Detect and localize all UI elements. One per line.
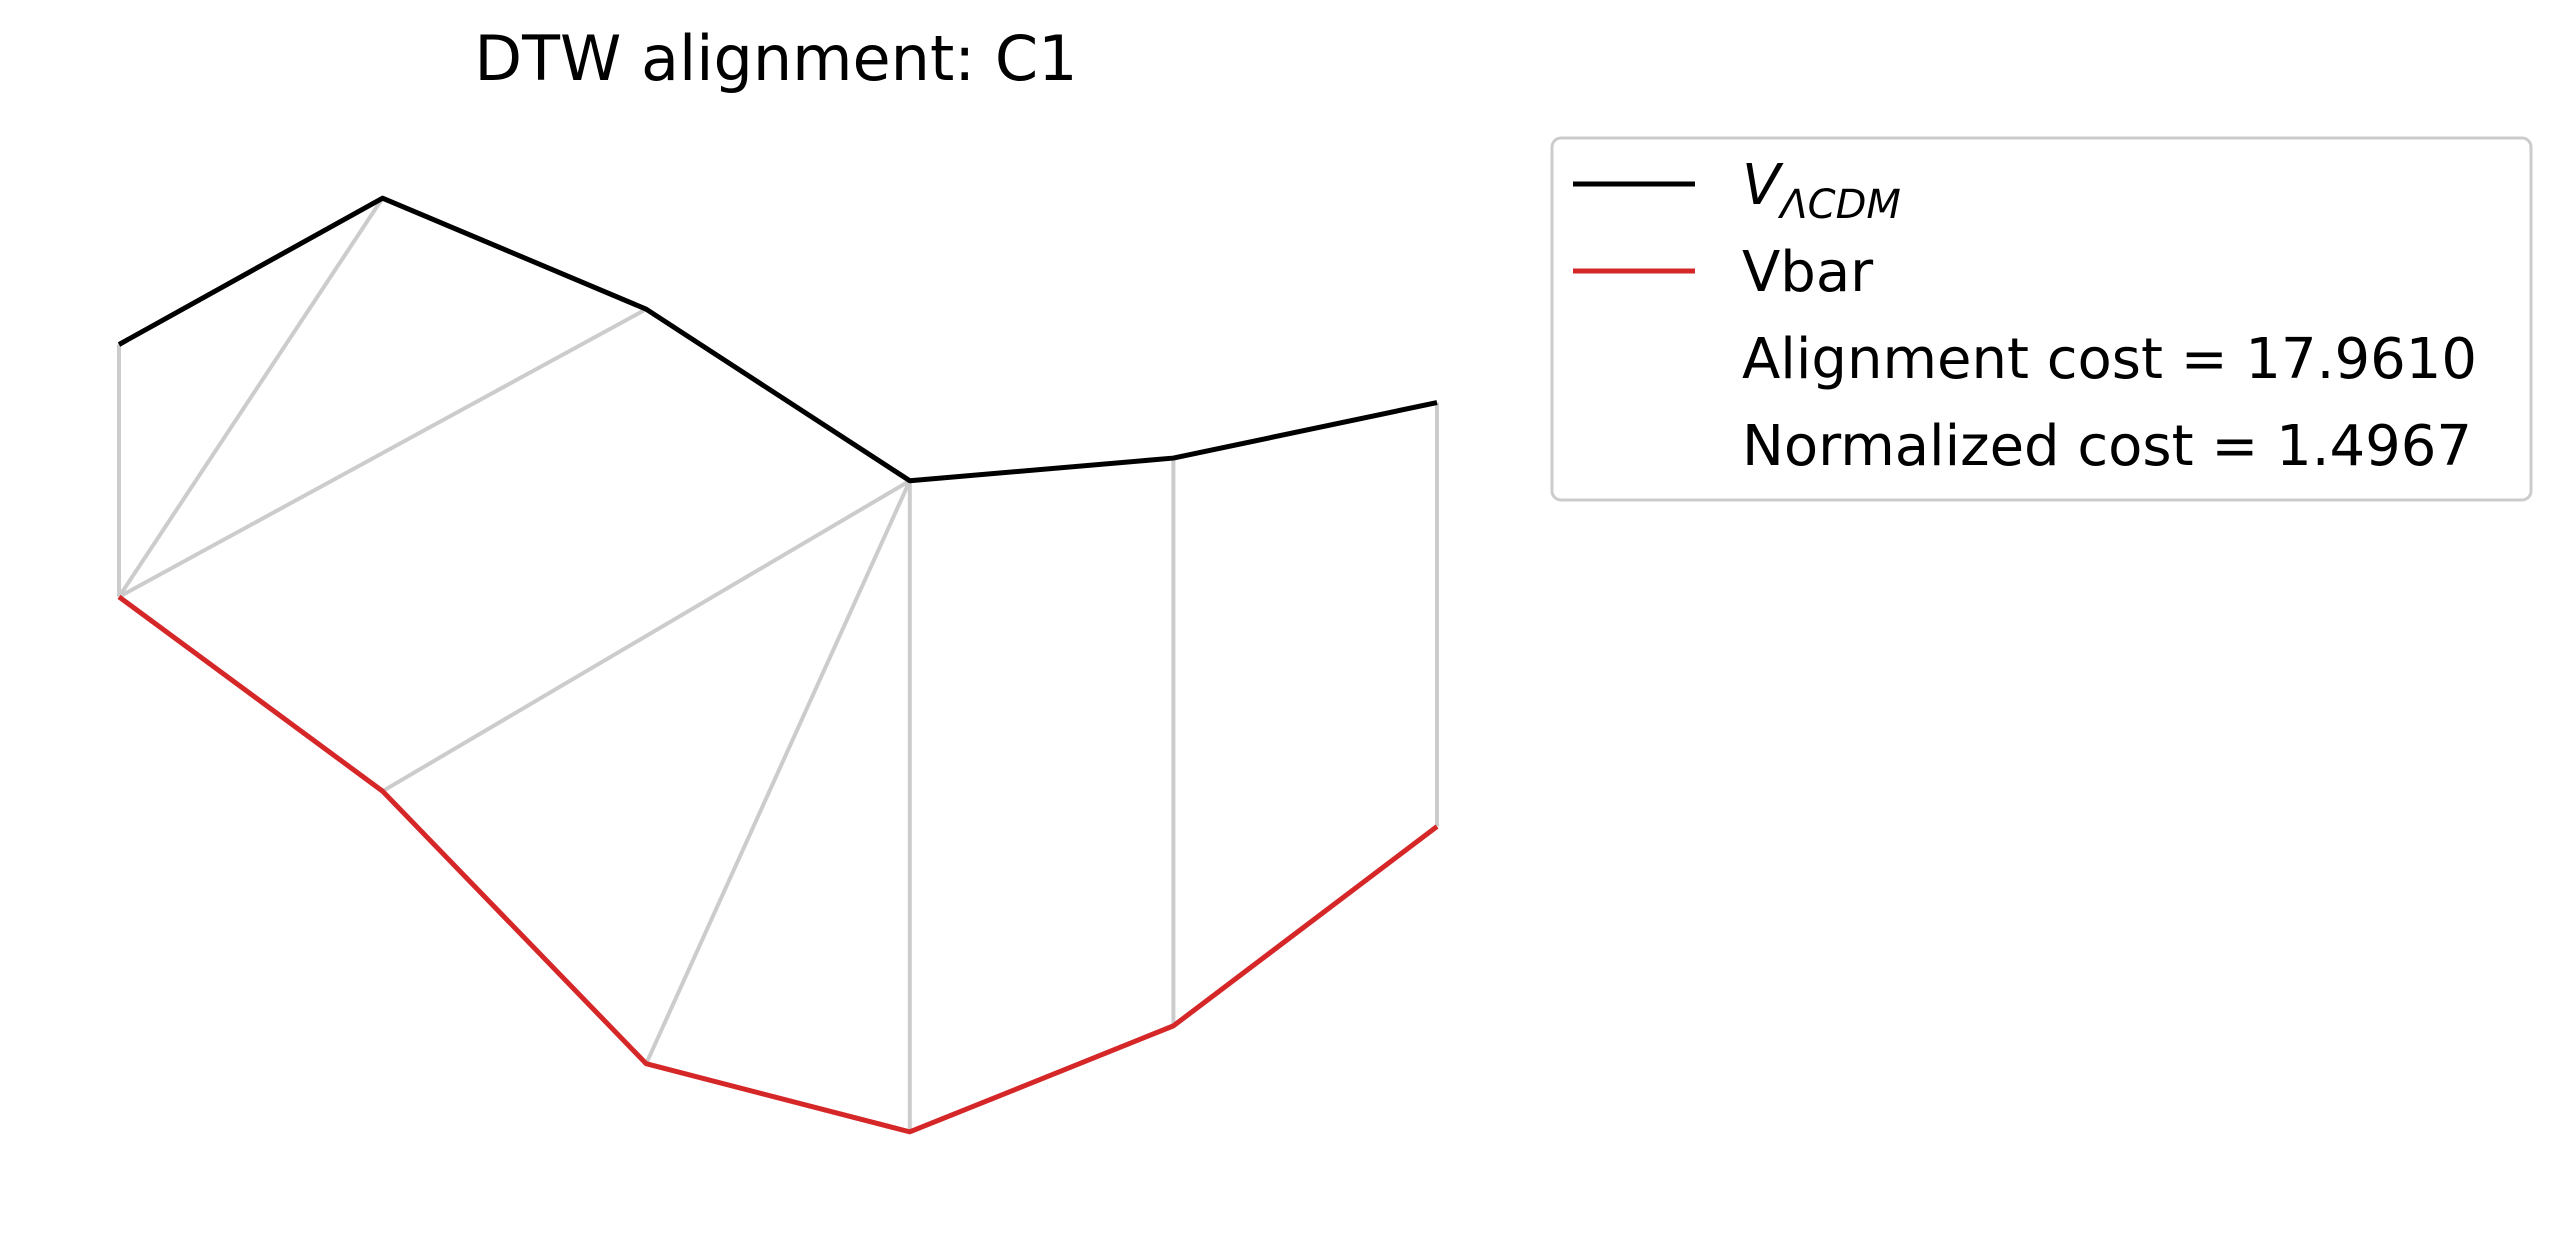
- series-line-vbar: [117, 594, 1439, 1135]
- legend-label-lcdm: VΛCDM: [1742, 153, 1901, 228]
- chart-title: DTW alignment: C1: [474, 22, 1077, 95]
- series-line-lcdm: [117, 195, 1438, 484]
- normalized-cost-label: Normalized cost = 1.4967: [1742, 414, 2472, 479]
- plot-area: [116, 195, 1440, 1135]
- alignment-line-3: [381, 479, 911, 793]
- alignment-lines: [116, 197, 1440, 1132]
- alignment-cost-label: Alignment cost = 17.9610: [1742, 327, 2477, 392]
- legend: VΛCDM Vbar Alignment cost = 17.9610 Norm…: [1550, 136, 2533, 502]
- alignment-line-2: [118, 307, 648, 599]
- series-lines: [117, 195, 1439, 1135]
- alignment-line-4: [644, 479, 912, 1065]
- legend-label-vbar: Vbar: [1742, 240, 1874, 305]
- alignment-line-1: [117, 197, 385, 598]
- legend-frame: [1550, 136, 2533, 502]
